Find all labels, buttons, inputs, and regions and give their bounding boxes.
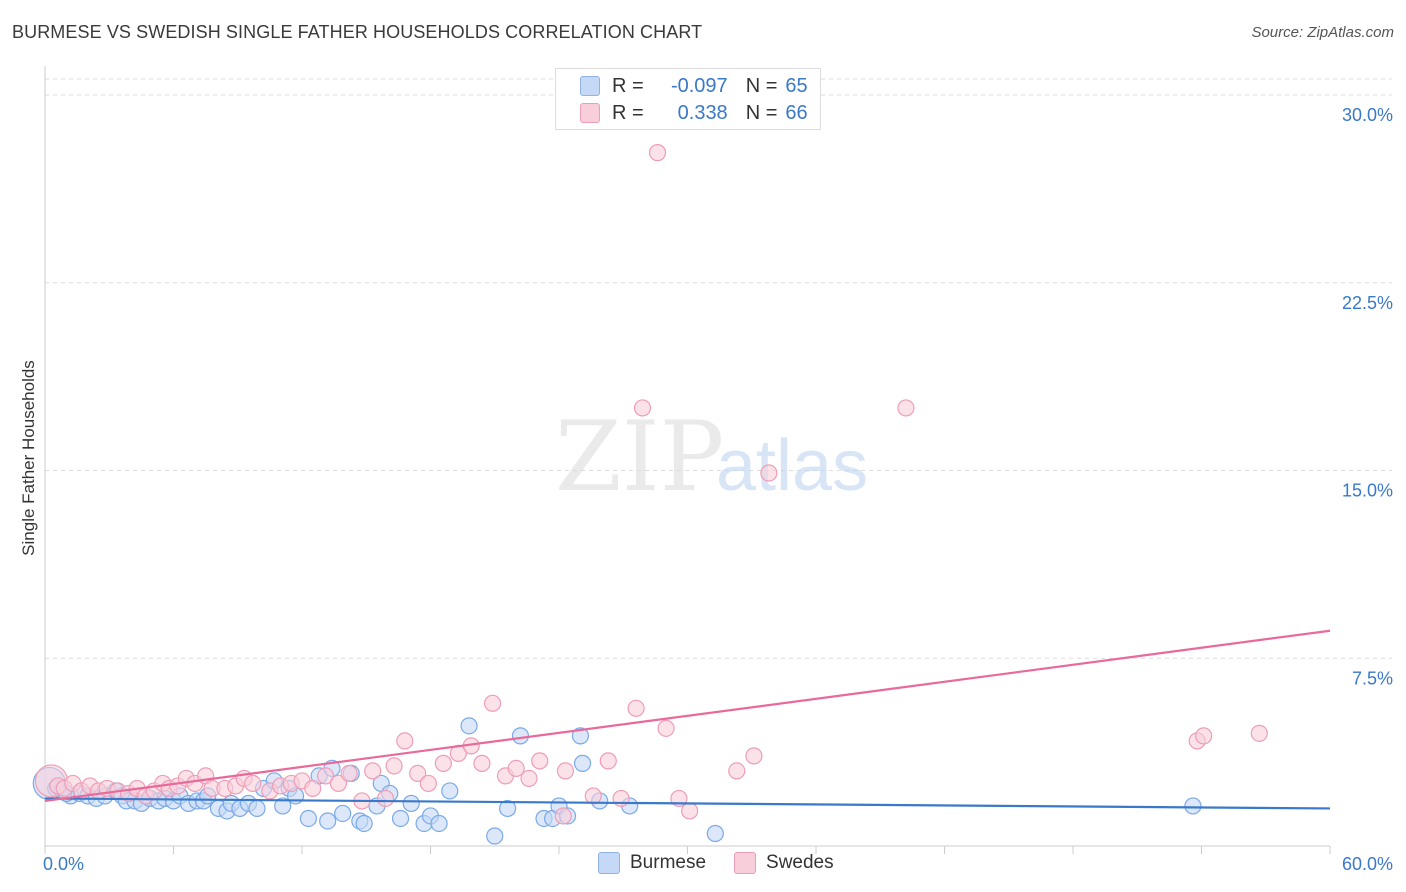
- swedes-point: [1250, 724, 1268, 742]
- swedes-point: [584, 787, 602, 805]
- swedes-legend-label: Swedes: [766, 852, 834, 873]
- burmese-point: [355, 814, 373, 833]
- swedes-point: [760, 464, 778, 482]
- burmese-point: [334, 804, 352, 823]
- swedes-point: [364, 762, 382, 780]
- swedes-r-value: 0.338: [672, 101, 728, 124]
- swedes-point: [633, 399, 652, 417]
- burmese-point: [391, 809, 410, 828]
- swedes-point: [554, 807, 572, 825]
- burmese-n-label: N =: [745, 74, 778, 97]
- legend-row-burmese: R = -0.097 N = 65: [580, 73, 808, 99]
- swedes-point: [627, 699, 645, 717]
- burmese-legend-label: Burmese: [630, 852, 707, 873]
- burmese-point: [274, 797, 292, 815]
- burmese-legend-swatch: [598, 852, 620, 874]
- burmese-r-label: R =: [612, 74, 644, 97]
- burmese-point: [573, 754, 592, 772]
- chart-title: BURMESE VS SWEDISH SINGLE FATHER HOUSEHO…: [12, 22, 703, 42]
- y-tick-label: 15.0%: [1342, 481, 1393, 501]
- swedes-point: [599, 752, 617, 770]
- series-legend-swedes: Swedes: [734, 852, 834, 874]
- swedes-point: [897, 399, 915, 417]
- burmese-point: [248, 799, 266, 818]
- burmese-swatch: [580, 76, 600, 96]
- swedes-point: [531, 752, 549, 770]
- trend-layer: [44, 629, 1331, 810]
- swedes-point: [484, 694, 502, 712]
- y-tick-label: 22.5%: [1342, 293, 1393, 313]
- swedes-swatch: [580, 103, 600, 123]
- swedes-point: [396, 732, 414, 750]
- burmese-point: [511, 727, 530, 745]
- x-tick-label: 0.0%: [43, 854, 84, 874]
- series-legend-burmese: Burmese: [598, 852, 706, 874]
- swedes-point: [1195, 727, 1213, 745]
- burmese-point: [571, 727, 590, 745]
- burmese-point: [460, 717, 478, 735]
- swedes-point: [507, 759, 525, 778]
- swedes-point: [728, 762, 746, 780]
- swedes-point: [520, 769, 538, 788]
- burmese-trend-line: [44, 797, 1331, 810]
- series-legend: Burmese Swedes: [598, 852, 862, 874]
- swedes-point: [304, 779, 322, 798]
- watermark-zip: ZIP: [555, 401, 724, 513]
- x-tick-label: 60.0%: [1342, 854, 1393, 874]
- swedes-point: [329, 774, 348, 793]
- legend-row-swedes: R = 0.338 N = 66: [580, 100, 808, 126]
- swedes-legend-swatch: [734, 852, 757, 874]
- swedes-point: [244, 774, 262, 793]
- swedes-point: [409, 764, 427, 783]
- y-tick-label: 30.0%: [1342, 105, 1393, 125]
- swedes-n-label: N =: [745, 101, 778, 124]
- burmese-r-value: -0.097: [670, 74, 728, 97]
- burmese-point: [706, 824, 724, 843]
- grid-layer: [45, 78, 1392, 659]
- swedes-point: [556, 762, 575, 780]
- swedes-n-value: 66: [785, 101, 808, 124]
- swedes-point: [745, 747, 763, 765]
- y-axis-title: Single Father Households: [19, 360, 38, 556]
- burmese-point: [319, 812, 337, 830]
- burmese-point: [441, 782, 459, 800]
- burmese-point: [402, 794, 420, 813]
- swedes-point: [385, 757, 403, 775]
- swedes-point: [473, 754, 491, 772]
- swedes-point: [681, 802, 699, 820]
- swedes-point: [648, 144, 667, 162]
- label-layer: 7.5% 15.0% 22.5% 30.0% 0.0% 60.0% Single Fathe…: [19, 105, 1393, 874]
- swedes-point: [657, 719, 675, 737]
- swedes-point: [434, 754, 452, 772]
- watermark-atlas: atlas: [716, 426, 868, 506]
- swedes-r-label: R =: [612, 101, 644, 124]
- burmese-point: [430, 814, 448, 833]
- swedes-trend-line: [44, 629, 1331, 803]
- swedes-point: [419, 774, 437, 793]
- burmese-point: [486, 827, 504, 845]
- burmese-point: [499, 799, 517, 818]
- swedes-point: [376, 789, 395, 808]
- burmese-point: [1184, 797, 1202, 815]
- axis-layer: [44, 66, 1331, 854]
- chart-source: Source: ZipAtlas.com: [1251, 24, 1394, 41]
- swedes-point: [340, 764, 358, 783]
- burmese-point: [299, 809, 318, 828]
- swedes-point: [316, 767, 335, 785]
- y-tick-label: 7.5%: [1352, 668, 1393, 688]
- burmese-n-value: 65: [785, 74, 808, 97]
- correlation-legend: R = -0.097 N = 65 R = 0.338 N = 66: [555, 68, 821, 130]
